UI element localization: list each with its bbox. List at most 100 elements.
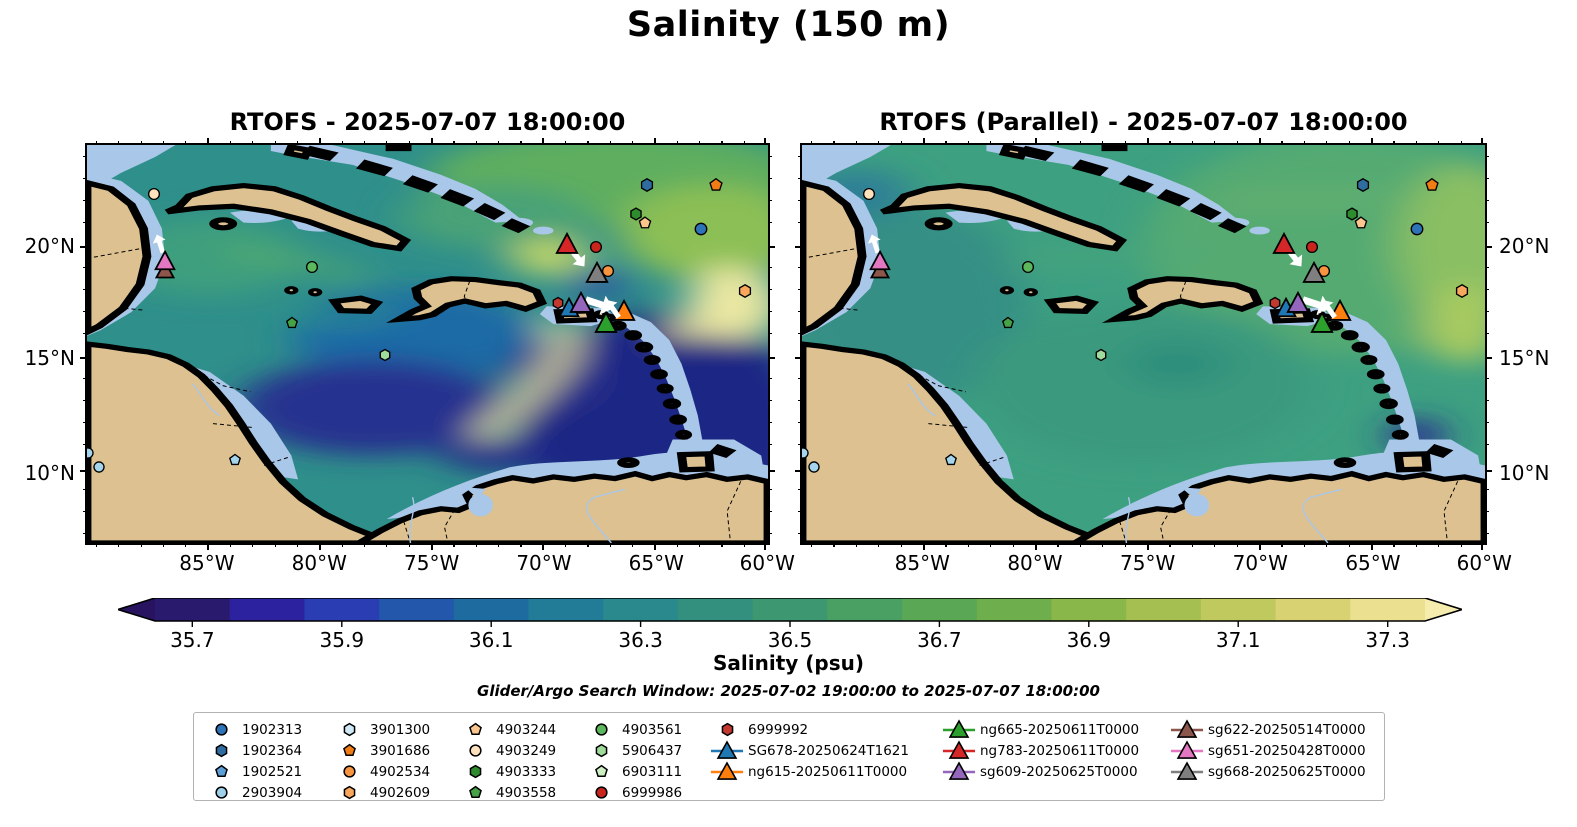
minor-tick: [699, 543, 701, 547]
major-tick: [1034, 138, 1037, 145]
minor-tick: [798, 510, 802, 513]
minor-tick: [798, 288, 802, 290]
map-canvas-rtofs: [87, 145, 768, 543]
major-tick: [80, 245, 87, 248]
lon-tick-label: 85°W: [179, 551, 235, 575]
legend-column: 4903244 4903249 4903333 4903558: [458, 719, 584, 803]
lat-tick-label: 20°N: [24, 233, 75, 258]
circle-marker-icon: [332, 764, 366, 779]
minor-tick: [408, 543, 410, 547]
minor-tick: [743, 543, 745, 547]
legend-column: sg622-20250514T0000 sg651-20250428T0000 …: [1170, 719, 1366, 782]
legend-entry: 4903561: [584, 719, 710, 740]
major-tick: [542, 138, 545, 145]
minor-tick: [83, 199, 87, 202]
argo-marker-circle: [146, 187, 161, 202]
minor-tick: [1102, 543, 1104, 547]
glider-marker-ng783: [1271, 231, 1296, 257]
minor-tick: [341, 141, 343, 145]
major-tick: [922, 138, 925, 145]
direction-arrow: [147, 231, 172, 256]
argo-marker-pentagon: [944, 453, 958, 467]
hexagon-marker-icon: [458, 764, 492, 779]
major-tick: [768, 470, 775, 473]
legend-label: sg609-20250625T0000: [980, 763, 1138, 780]
argo-marker-circle: [87, 446, 95, 460]
minor-tick: [1348, 543, 1350, 547]
glider-marker-sg668: [585, 260, 610, 285]
glider-marker-sg651: [868, 249, 891, 273]
lat-tick-label: 10°N: [1499, 460, 1550, 485]
legend-label: 2903904: [242, 784, 303, 801]
circle-marker-icon: [584, 722, 618, 737]
minor-tick: [676, 543, 678, 547]
minor-tick: [609, 543, 611, 547]
minor-tick: [1057, 141, 1059, 145]
map-canvas-rtofs-parallel: [802, 145, 1485, 543]
major-tick: [1146, 543, 1149, 550]
argo-marker-hexagon: [628, 207, 643, 222]
minor-tick: [798, 533, 802, 535]
colorbar-tick-label: 36.9: [1066, 628, 1112, 652]
minor-tick: [1303, 543, 1305, 547]
major-tick: [1485, 470, 1492, 473]
direction-arrow: [1314, 294, 1345, 325]
lon-tick-label: 80°W: [1007, 551, 1063, 575]
salinity-field-right: [802, 145, 1485, 543]
glider-marker-sg609: [569, 290, 594, 316]
argo-marker-circle: [802, 446, 810, 460]
minor-tick: [1485, 377, 1489, 379]
minor-tick: [1485, 155, 1489, 157]
minor-tick: [768, 333, 772, 335]
minor-tick: [83, 533, 87, 535]
major-tick: [542, 543, 545, 550]
direction-arrow: [1297, 285, 1335, 323]
argo-marker-pentagon: [285, 316, 299, 330]
legend-label: 4902534: [370, 763, 431, 780]
figure-title: Salinity (150 m): [626, 5, 951, 45]
colorbar-tick-label: 36.7: [917, 628, 962, 652]
minor-tick: [1281, 141, 1283, 145]
minor-tick: [768, 422, 772, 424]
legend-label: 1902521: [242, 763, 303, 780]
lat-tick-label: 15°N: [1499, 346, 1550, 371]
minor-tick: [798, 177, 802, 179]
minor-tick: [274, 543, 276, 547]
minor-tick: [497, 141, 500, 145]
minor-tick: [1079, 543, 1081, 547]
glider-marker-ng665: [593, 310, 618, 335]
minor-tick: [1393, 141, 1395, 145]
minor-tick: [1348, 141, 1350, 145]
argo-marker-pentagon: [1424, 177, 1440, 193]
lon-tick-label: 70°W: [516, 551, 572, 575]
minor-tick: [743, 141, 745, 145]
argo-marker-hexagon: [551, 296, 565, 310]
major-tick: [430, 543, 433, 550]
minor-tick: [83, 377, 87, 379]
minor-tick: [768, 177, 772, 179]
legend-label: sg651-20250428T0000: [1208, 742, 1366, 759]
legend-entry: 2903904: [204, 782, 332, 803]
argo-marker-hexagon: [1345, 207, 1360, 222]
legend-column: 3901300 3901686 4902534 4902609: [332, 719, 458, 803]
lat-tick-label: 20°N: [1499, 233, 1550, 258]
legend-entry: 6903111: [584, 761, 710, 782]
minor-tick: [833, 543, 835, 547]
major-tick: [1481, 543, 1484, 550]
minor-tick: [1303, 141, 1305, 145]
major-tick: [1370, 543, 1373, 550]
glider-marker-sg668: [1301, 260, 1326, 285]
major-tick: [80, 470, 87, 473]
minor-tick: [83, 266, 87, 268]
minor-tick: [878, 543, 880, 547]
minor-tick: [798, 333, 802, 335]
hexagon-marker-icon: [332, 785, 366, 800]
argo-marker-circle: [92, 460, 106, 474]
minor-tick: [83, 488, 87, 490]
glider-triangle-icon: [710, 740, 744, 761]
minor-tick: [1281, 543, 1283, 547]
legend-label: ng665-20250611T0000: [980, 721, 1140, 738]
colorbar-tick-labels: 35.7 35.9 36.1 36.3 36.5 36.7 36.9 37.1 37.3: [155, 628, 1425, 652]
lon-tick-label: 60°W: [739, 551, 795, 575]
argo-marker-circle: [1305, 239, 1320, 254]
